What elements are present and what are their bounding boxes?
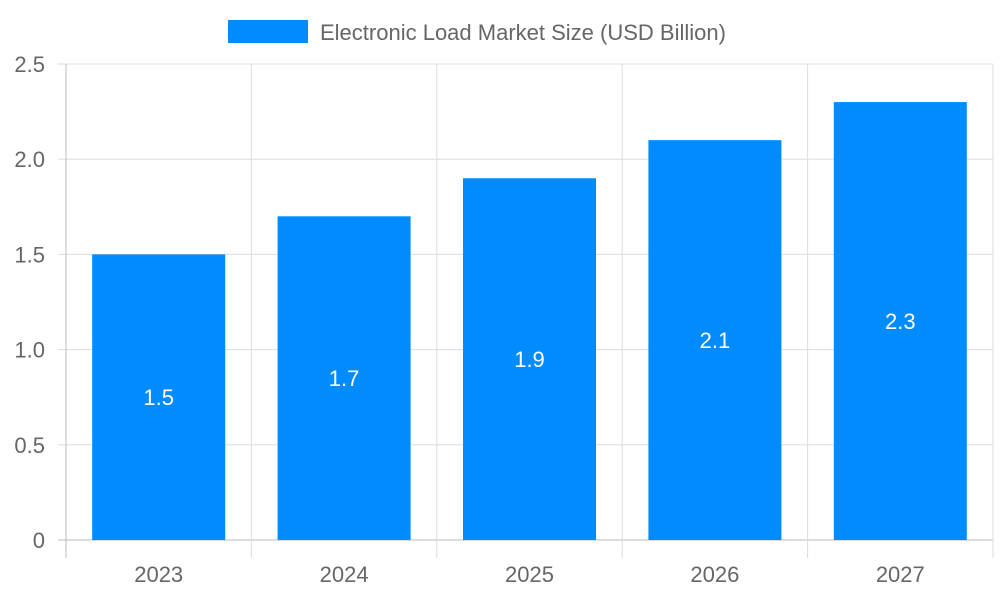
x-tick-label: 2026 — [690, 562, 739, 587]
y-tick-label: 1.5 — [14, 242, 45, 267]
bar-2027 — [833, 102, 967, 540]
bar-2026 — [648, 140, 782, 540]
x-tick-label: 2027 — [876, 562, 925, 587]
data-labels: 1.5 1.7 1.9 2.1 2.3 — [143, 309, 915, 410]
y-tick-label: 2.0 — [14, 147, 45, 172]
x-tick-label: 2025 — [505, 562, 554, 587]
y-axis: 0 0.5 1.0 1.5 2.0 2.5 — [14, 52, 45, 553]
x-axis: 2023 2024 2025 2026 2027 — [134, 562, 925, 587]
data-label-2026: 2.1 — [700, 328, 731, 353]
bars — [92, 102, 967, 541]
data-label-2027: 2.3 — [885, 309, 916, 334]
legend: Electronic Load Market Size (USD Billion… — [228, 20, 726, 45]
data-label-2023: 1.5 — [143, 385, 174, 410]
legend-label: Electronic Load Market Size (USD Billion… — [320, 20, 726, 45]
bar-2025 — [463, 178, 596, 541]
bar-2024 — [277, 216, 411, 540]
data-label-2025: 1.9 — [514, 347, 545, 372]
y-tick-label: 2.5 — [14, 52, 45, 77]
y-tick-label: 0 — [33, 528, 45, 553]
legend-swatch — [228, 20, 308, 43]
y-tick-label: 0.5 — [14, 433, 45, 458]
x-tick-label: 2024 — [320, 562, 369, 587]
y-tick-label: 1.0 — [14, 338, 45, 363]
x-tick-label: 2023 — [134, 562, 183, 587]
data-label-2024: 1.7 — [329, 366, 360, 391]
bar-2023 — [92, 254, 226, 540]
